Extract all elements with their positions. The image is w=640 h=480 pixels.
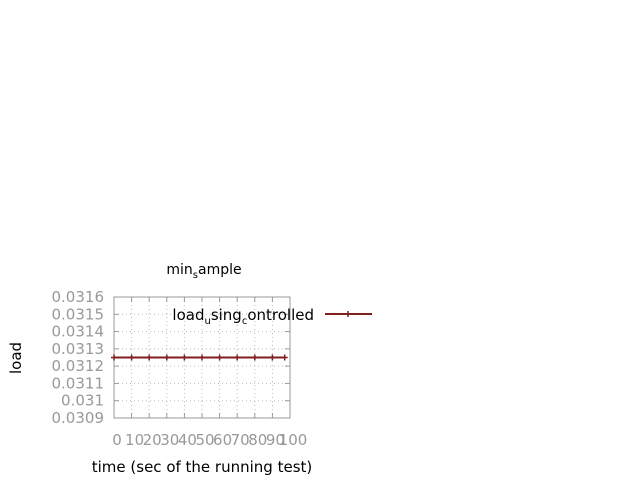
y-tick-label: 0.0312 [52, 357, 105, 375]
series-point [199, 354, 205, 361]
x-tick-label: 80 [248, 431, 267, 449]
x-axis-label: time (sec of the running test) [92, 458, 313, 476]
legend-part-sub1: u [204, 316, 210, 327]
x-tick-label: 0 [112, 431, 122, 449]
legend-part-a: load [172, 306, 204, 324]
series-point [181, 354, 188, 361]
x-tick-label: 10 [125, 431, 144, 449]
series-point [269, 354, 276, 361]
y-tick-label: 0.0316 [52, 288, 105, 306]
x-tick-label: 40 [178, 431, 197, 449]
chart-title-rest: ample [198, 262, 242, 278]
series-point [234, 354, 241, 361]
series-point [128, 354, 135, 361]
legend: loadusingcontrolled [172, 306, 372, 327]
chart-title-main: min [166, 262, 192, 278]
y-tick-label: 0.0309 [52, 409, 105, 427]
series-point [251, 354, 258, 361]
series-point [281, 354, 288, 361]
legend-marker-glyph [345, 311, 351, 317]
series-point [146, 354, 153, 361]
x-tick-label: 60 [213, 431, 232, 449]
legend-part-sub2: c [242, 316, 248, 327]
x-tick-label: 30 [160, 431, 179, 449]
legend-entry-label: loadusingcontrolled [172, 306, 314, 327]
y-axis-label: load [7, 342, 25, 374]
series-layer [111, 354, 288, 361]
series-point [216, 354, 223, 361]
x-tick-label: 90 [266, 431, 285, 449]
series-point [163, 354, 170, 361]
x-tick-label: 50 [195, 431, 214, 449]
y-tick-label: 0.0313 [52, 340, 105, 358]
chart-title: minsample [166, 262, 241, 281]
y-tick-label: 0.0311 [52, 374, 105, 392]
y-tick-label: 0.031 [61, 392, 104, 410]
legend-part-b: sing [211, 306, 242, 324]
legend-part-c: ontrolled [247, 306, 314, 324]
y-tick-label: 0.0315 [52, 305, 105, 323]
x-tick-label: 100 [279, 431, 308, 449]
series-point [111, 354, 117, 361]
chart-title-subscript: s [193, 270, 198, 281]
x-tick-label: 70 [231, 431, 250, 449]
x-tick-label: 20 [143, 431, 162, 449]
legend-marker [345, 311, 351, 317]
y-tick-label: 0.0314 [52, 323, 105, 341]
axis-ticks: 0 1020304050607080901000.03090.0310.03110… [52, 288, 308, 449]
